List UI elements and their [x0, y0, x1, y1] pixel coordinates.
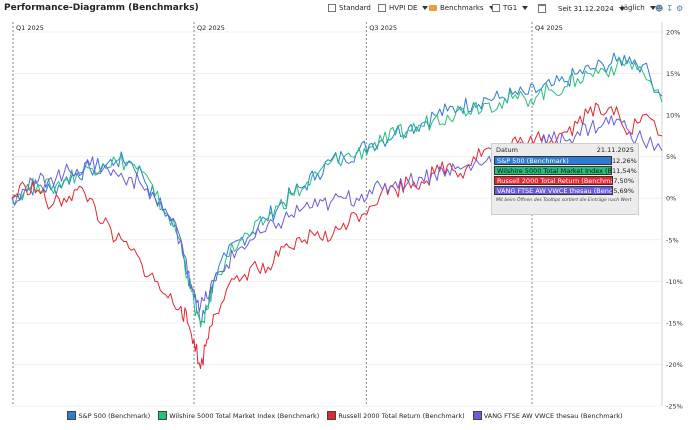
tooltip-row: S&P 500 (Benchmark) 12,26% — [494, 156, 637, 165]
tooltip-series-label: VANG FTSE AW VWCE thesau (Benchmark) — [494, 186, 614, 195]
y-tick-label: -15% — [666, 319, 683, 327]
download-icon[interactable]: ↧ — [666, 4, 674, 13]
tooltip-series-value: 5,69% — [613, 186, 634, 195]
checkbox-icon[interactable] — [492, 4, 500, 12]
date-range-label: Seit 31.12.2024 — [558, 4, 614, 13]
dropdown-arrow-icon[interactable] — [522, 6, 529, 10]
gear-icon[interactable]: ⚙ — [676, 4, 684, 13]
dropdown-arrow-icon[interactable] — [649, 6, 656, 10]
checkbox-icon[interactable] — [378, 4, 386, 12]
tooltip-row: Russell 2000 Total Return (Benchmark) 7,… — [494, 176, 636, 185]
checkbox-icon[interactable] — [328, 4, 336, 12]
series-line-0 — [11, 52, 663, 324]
date-range-selector[interactable]: Seit 31.12.2024 — [538, 4, 625, 13]
hvpi-toggle[interactable]: HVPI DE — [378, 4, 429, 12]
folder-icon — [429, 5, 437, 11]
legend-swatch — [67, 411, 77, 420]
legend-item[interactable]: Wilshire 5000 Total Market Index (Benchm… — [158, 411, 319, 420]
legend-item[interactable]: S&P 500 (Benchmark) — [67, 411, 150, 420]
tooltip-series-label: Wilshire 5000 Total Market Index (Benchm… — [494, 166, 612, 175]
interval-selector[interactable]: täglich — [621, 4, 656, 12]
page-title: Performance-Diagramm (Benchmarks) — [4, 3, 199, 13]
legend-label: Russell 2000 Total Return (Benchmark) — [338, 411, 465, 420]
legend-label: S&P 500 (Benchmark) — [78, 411, 151, 420]
toolbar: Standard HVPI DE Benchmarks TG1 Seit 31.… — [325, 3, 688, 17]
y-tick-label: 15% — [666, 70, 680, 78]
y-tick-label: -25% — [666, 403, 683, 411]
series-line-1 — [11, 56, 663, 328]
series-line-3 — [11, 115, 663, 313]
y-tick-label: 20% — [666, 29, 680, 37]
dropdown-arrow-icon[interactable] — [618, 6, 625, 11]
y-tick-label: -10% — [666, 278, 683, 286]
dropdown-arrow-icon[interactable] — [422, 6, 429, 10]
tooltip-series-label: Russell 2000 Total Return (Benchmark) — [494, 176, 614, 185]
tooltip-series-value: 7,50% — [613, 176, 634, 185]
tooltip-series-value: 11,54% — [612, 166, 637, 175]
tooltip-row: Wilshire 5000 Total Market Index (Benchm… — [494, 166, 637, 175]
tooltip-series-label: S&P 500 (Benchmark) — [494, 156, 612, 165]
user-icon[interactable]: ☻ — [655, 4, 664, 13]
legend-item[interactable]: VANG FTSE AW VWCE thesau (Benchmark) — [472, 411, 623, 420]
interval-label: täglich — [621, 4, 645, 12]
y-tick-label: 5% — [666, 153, 676, 161]
tg1-toggle[interactable]: TG1 — [492, 4, 529, 12]
tooltip-note: Mit beim Öffnen des Tooltips sortiert di… — [496, 198, 632, 203]
tooltip-row: VANG FTSE AW VWCE thesau (Benchmark) 5,6… — [494, 186, 636, 195]
standard-label: Standard — [339, 4, 371, 12]
toolbar-icons: ☻ ↧ ⚙ — [655, 4, 683, 13]
benchmarks-selector[interactable]: Benchmarks — [429, 4, 495, 12]
quarter-label: Q4 2025 — [535, 24, 563, 32]
legend-swatch — [158, 411, 168, 420]
y-tick-label: 10% — [666, 112, 680, 120]
hvpi-label: HVPI DE — [389, 4, 418, 12]
tg1-label: TG1 — [503, 4, 518, 12]
chart-legend: S&P 500 (Benchmark) Wilshire 5000 Total … — [0, 411, 690, 420]
quarter-label: Q2 2025 — [197, 24, 225, 32]
tooltip-date-label: Datum — [496, 146, 518, 154]
y-tick-label: -20% — [666, 361, 683, 369]
dropdown-arrow-icon[interactable] — [488, 6, 495, 10]
quarter-label: Q1 2025 — [16, 24, 44, 32]
quarter-label: Q3 2025 — [369, 24, 397, 32]
benchmarks-label: Benchmarks — [440, 4, 484, 12]
y-tick-label: 0% — [666, 195, 676, 203]
calendar-icon — [538, 4, 546, 13]
tooltip-date: 21.11.2025 — [596, 146, 634, 154]
y-tick-label: -5% — [666, 236, 679, 244]
legend-label: VANG FTSE AW VWCE thesau (Benchmark) — [483, 411, 623, 420]
legend-item[interactable]: Russell 2000 Total Return (Benchmark) — [327, 411, 465, 420]
legend-swatch — [327, 411, 337, 420]
chart-tooltip: Datum 21.11.2025 S&P 500 (Benchmark) 12,… — [491, 143, 639, 215]
legend-label: Wilshire 5000 Total Market Index (Benchm… — [169, 411, 320, 420]
tooltip-series-value: 12,26% — [612, 156, 637, 165]
legend-swatch — [472, 411, 482, 420]
